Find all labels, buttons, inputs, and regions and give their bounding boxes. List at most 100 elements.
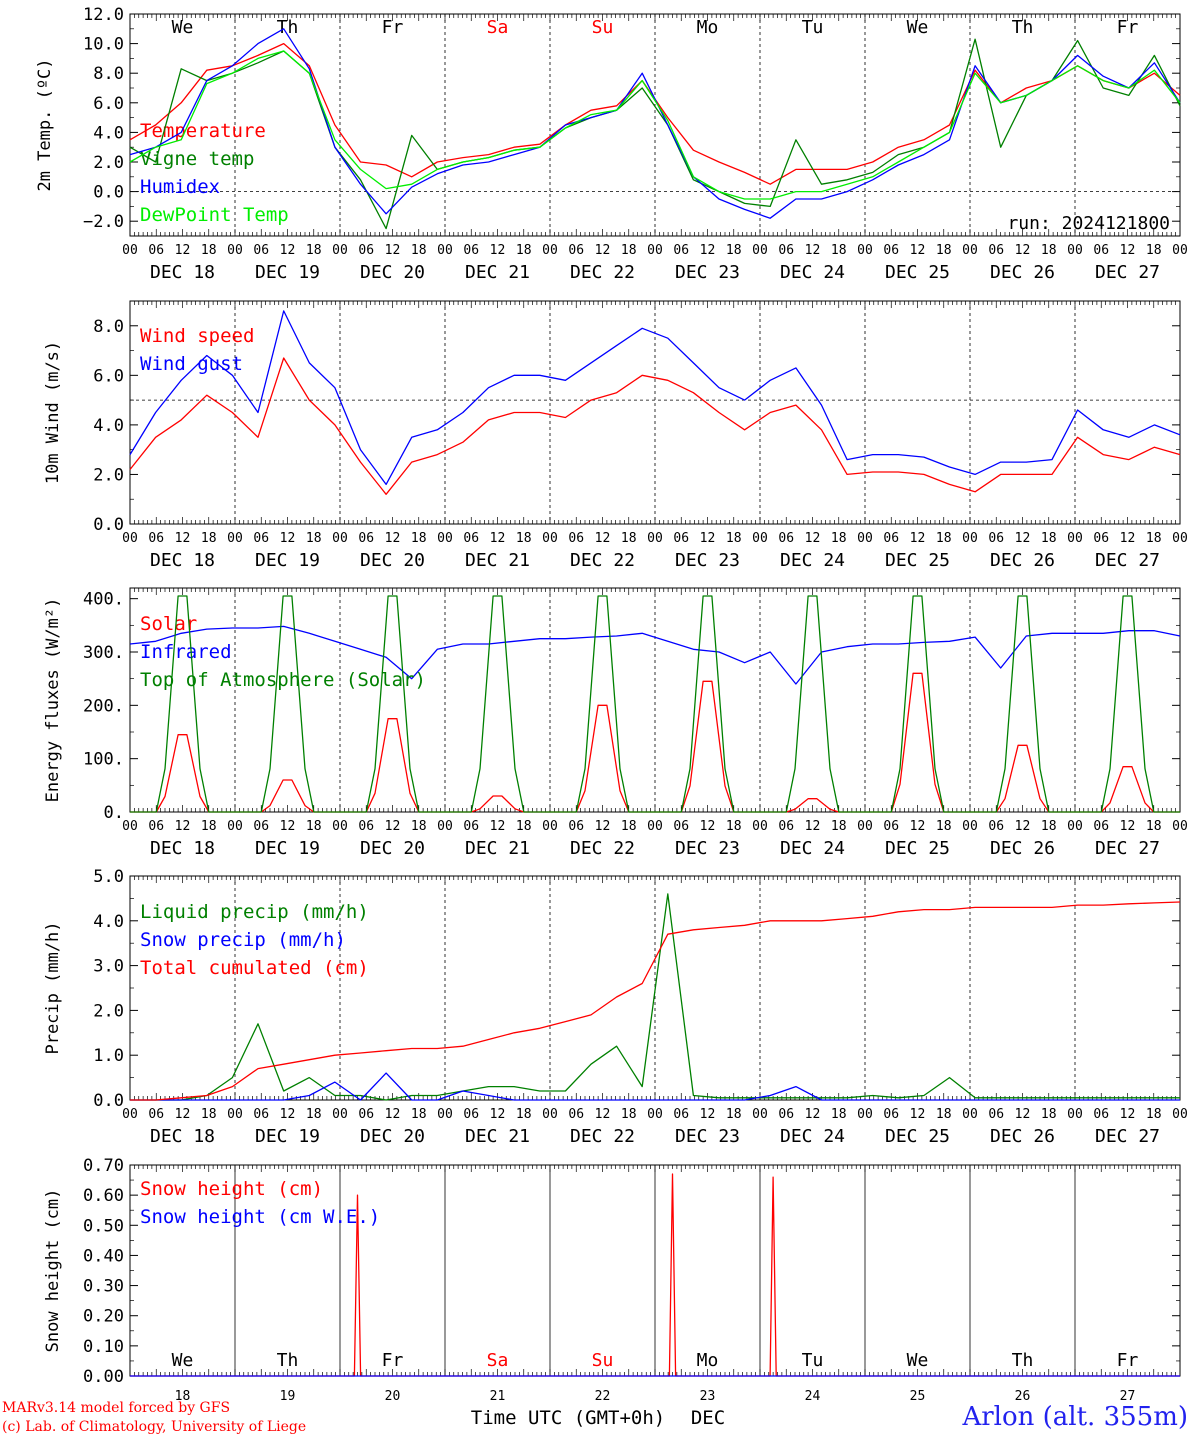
x-hour-label: 00	[332, 531, 348, 546]
day-number-label: 20	[385, 1389, 401, 1404]
x-hour-label: 12	[910, 819, 926, 834]
x-hour-label: 18	[306, 531, 322, 546]
x-hour-label: 18	[831, 243, 847, 258]
x-hour-label: 06	[778, 1107, 794, 1122]
x-hour-label: 00	[1172, 1107, 1188, 1122]
x-hour-label: 06	[148, 243, 164, 258]
x-hour-label: 06	[463, 531, 479, 546]
x-date-label: DEC 20	[360, 1126, 425, 1147]
y-axis-label: Energy fluxes (W/m²)	[43, 598, 63, 803]
y-tick-label: 0.20	[83, 1307, 124, 1327]
x-date-label: DEC 19	[255, 838, 320, 859]
legend-entry: Vigne temp	[140, 148, 254, 170]
plot-frame	[129, 587, 1181, 813]
x-hour-label: 00	[227, 1107, 243, 1122]
x-hour-label: 00	[962, 243, 978, 258]
x-hour-label: 18	[621, 531, 637, 546]
x-hour-label: 18	[306, 819, 322, 834]
day-name-label: Th	[1012, 1350, 1034, 1371]
x-hour-label: 12	[175, 243, 191, 258]
legend-entry: Total cumulated (cm)	[140, 957, 369, 979]
x-date-label: DEC 26	[990, 550, 1055, 571]
x-date-label: DEC 22	[570, 1126, 635, 1147]
x-hour-label: 06	[778, 819, 794, 834]
x-hour-label: 00	[1172, 531, 1188, 546]
day-name-label: Su	[592, 17, 614, 38]
x-hour-label: 12	[700, 819, 716, 834]
x-date-label: DEC 24	[780, 550, 845, 571]
x-hour-label: 00	[752, 1107, 768, 1122]
day-name-label: Mo	[697, 1350, 719, 1371]
x-hour-label: 18	[306, 1107, 322, 1122]
x-hour-label: 12	[805, 531, 821, 546]
x-hour-label: 18	[201, 531, 217, 546]
x-hour-label: 06	[358, 531, 374, 546]
credit-line-1: MARv3.14 model forced by GFS	[2, 1400, 231, 1416]
x-hour-label: 18	[201, 819, 217, 834]
y-tick-label: 0.0	[93, 1091, 124, 1111]
x-hour-label: 12	[175, 819, 191, 834]
x-axis-month: DEC	[691, 1407, 725, 1429]
x-hour-label: 00	[437, 819, 453, 834]
x-hour-label: 00	[752, 531, 768, 546]
x-hour-label: 00	[647, 531, 663, 546]
series-line-3-2	[130, 901, 1181, 1101]
x-hour-label: 12	[910, 243, 926, 258]
x-date-label: DEC 18	[150, 838, 215, 859]
x-date-label: DEC 22	[570, 550, 635, 571]
x-date-label: DEC 27	[1095, 262, 1160, 283]
x-hour-label: 06	[673, 531, 689, 546]
x-hour-label: 00	[227, 819, 243, 834]
x-hour-label: 18	[831, 819, 847, 834]
x-hour-label: 12	[1120, 531, 1136, 546]
x-hour-label: 12	[1015, 819, 1031, 834]
day-name-label: Su	[592, 1350, 614, 1371]
x-hour-label: 18	[1041, 819, 1057, 834]
legend-entry: Top of Atmosphere (Solar)	[140, 669, 426, 691]
legend-entry: Wind gust	[140, 353, 243, 375]
x-hour-label: 12	[595, 531, 611, 546]
x-hour-label: 00	[752, 243, 768, 258]
day-name-label: Tu	[802, 17, 824, 38]
x-hour-label: 18	[831, 531, 847, 546]
legend-entry: Solar	[140, 613, 197, 635]
x-hour-label: 12	[490, 531, 506, 546]
x-hour-label: 12	[1015, 1107, 1031, 1122]
x-hour-label: 12	[385, 819, 401, 834]
run-label: run: 2024121800	[1007, 213, 1170, 234]
x-hour-label: 00	[1067, 1107, 1083, 1122]
x-hour-label: 18	[516, 1107, 532, 1122]
series-line-1-1	[129, 310, 1181, 486]
x-hour-label: 18	[1041, 531, 1057, 546]
x-hour-label: 06	[673, 819, 689, 834]
y-tick-label: 0.40	[83, 1246, 124, 1266]
series-line-4-0	[130, 1173, 1180, 1377]
day-number-label: 21	[490, 1389, 506, 1404]
x-hour-label: 00	[1172, 819, 1188, 834]
x-hour-label: 06	[253, 819, 269, 834]
x-hour-label: 00	[647, 819, 663, 834]
x-hour-label: 18	[411, 819, 427, 834]
x-hour-label: 06	[463, 1107, 479, 1122]
x-hour-label: 18	[411, 1107, 427, 1122]
x-hour-label: 00	[752, 819, 768, 834]
x-hour-label: 12	[805, 243, 821, 258]
x-hour-label: 18	[621, 243, 637, 258]
x-hour-label: 06	[253, 243, 269, 258]
x-hour-label: 12	[805, 819, 821, 834]
x-date-label: DEC 27	[1095, 838, 1160, 859]
x-hour-label: 06	[568, 819, 584, 834]
x-date-label: DEC 23	[675, 838, 740, 859]
x-hour-label: 12	[805, 1107, 821, 1122]
x-date-label: DEC 21	[465, 838, 530, 859]
x-date-label: DEC 20	[360, 838, 425, 859]
x-date-label: DEC 24	[780, 1126, 845, 1147]
x-date-label: DEC 23	[675, 262, 740, 283]
x-date-label: DEC 23	[675, 550, 740, 571]
day-number-label: 25	[910, 1389, 926, 1404]
day-number-label: 19	[280, 1389, 296, 1404]
legend-entry: Snow precip (mm/h)	[140, 929, 346, 951]
x-hour-label: 12	[1015, 531, 1031, 546]
day-name-label: Fr	[1117, 1350, 1139, 1371]
x-hour-label: 12	[595, 819, 611, 834]
